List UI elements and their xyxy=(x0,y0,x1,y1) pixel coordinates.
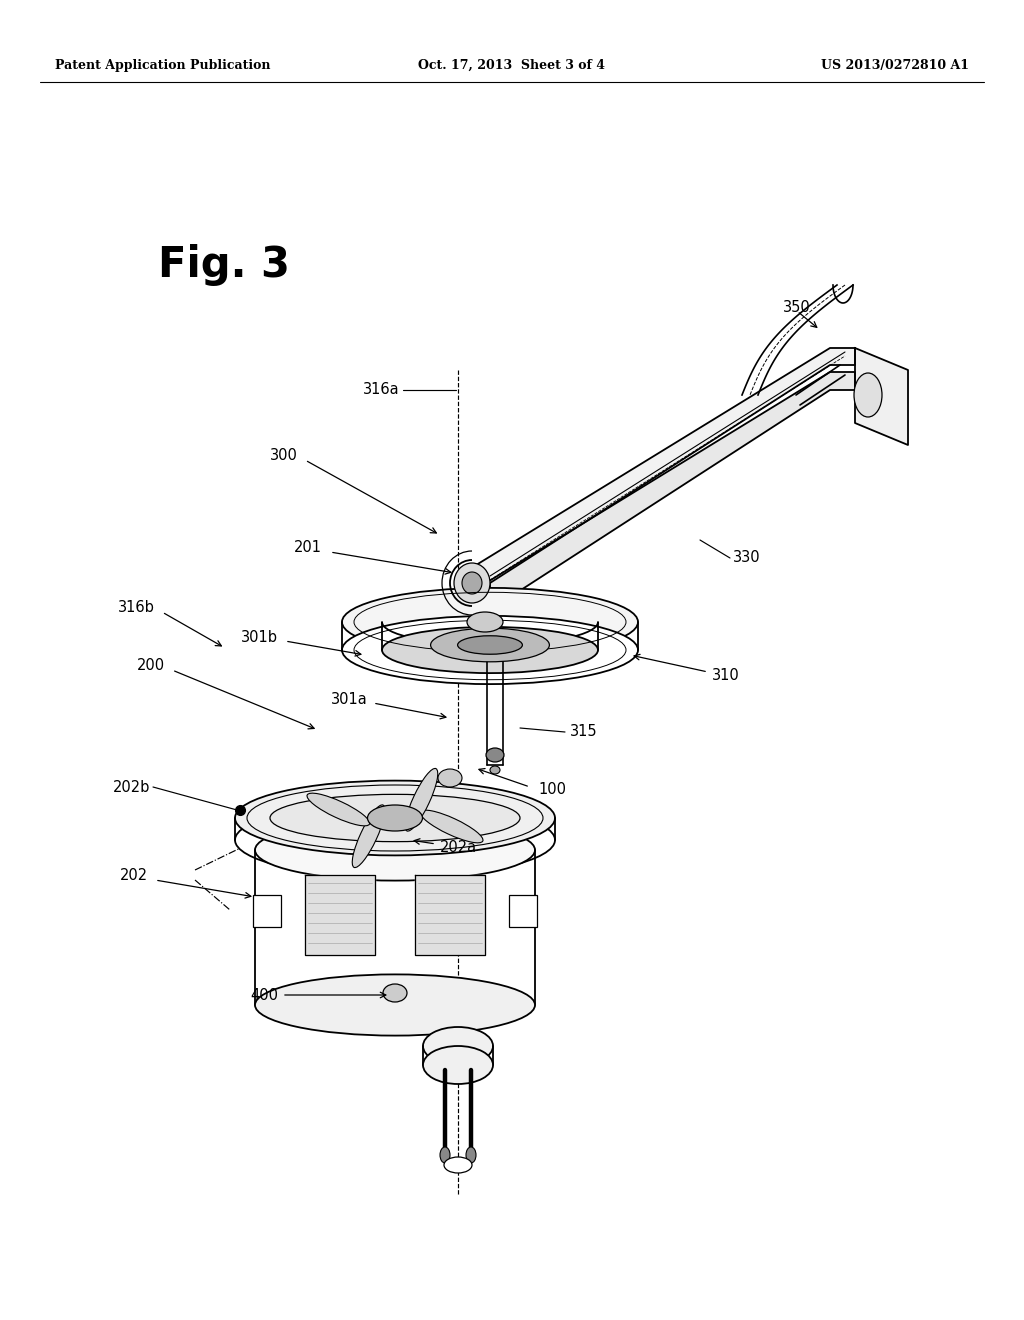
Ellipse shape xyxy=(444,1158,472,1173)
Ellipse shape xyxy=(420,810,483,843)
Text: 310: 310 xyxy=(712,668,739,682)
Polygon shape xyxy=(855,348,908,445)
Ellipse shape xyxy=(423,1027,493,1065)
Text: 201: 201 xyxy=(294,540,322,556)
Ellipse shape xyxy=(440,1147,450,1163)
Text: 350: 350 xyxy=(783,301,811,315)
Ellipse shape xyxy=(234,780,555,855)
Ellipse shape xyxy=(255,820,535,880)
Text: 202a: 202a xyxy=(440,841,477,855)
Text: 202: 202 xyxy=(120,869,148,883)
Ellipse shape xyxy=(406,768,438,832)
Text: 330: 330 xyxy=(733,550,761,565)
Ellipse shape xyxy=(382,627,598,673)
Polygon shape xyxy=(415,875,485,954)
Ellipse shape xyxy=(466,1147,476,1163)
Bar xyxy=(253,895,281,927)
Polygon shape xyxy=(468,348,855,583)
Bar xyxy=(509,895,537,927)
Text: 400: 400 xyxy=(250,987,278,1002)
Text: 100: 100 xyxy=(538,783,566,797)
Polygon shape xyxy=(305,875,375,954)
Polygon shape xyxy=(468,372,855,610)
Ellipse shape xyxy=(462,572,482,594)
Ellipse shape xyxy=(307,793,370,826)
Ellipse shape xyxy=(431,628,550,661)
Ellipse shape xyxy=(423,1045,493,1084)
Text: Fig. 3: Fig. 3 xyxy=(158,244,290,286)
Text: 300: 300 xyxy=(270,447,298,462)
Ellipse shape xyxy=(368,805,423,832)
Text: 202b: 202b xyxy=(113,780,150,795)
Ellipse shape xyxy=(438,770,462,787)
Ellipse shape xyxy=(342,616,638,684)
Ellipse shape xyxy=(255,974,535,1036)
Text: Oct. 17, 2013  Sheet 3 of 4: Oct. 17, 2013 Sheet 3 of 4 xyxy=(419,58,605,71)
Ellipse shape xyxy=(342,587,638,656)
Ellipse shape xyxy=(854,374,882,417)
Text: 301b: 301b xyxy=(241,631,278,645)
Ellipse shape xyxy=(458,636,522,655)
Text: Patent Application Publication: Patent Application Publication xyxy=(55,58,270,71)
Ellipse shape xyxy=(490,766,500,774)
Ellipse shape xyxy=(383,983,407,1002)
Ellipse shape xyxy=(486,748,504,762)
Ellipse shape xyxy=(454,564,490,603)
Text: US 2013/0272810 A1: US 2013/0272810 A1 xyxy=(821,58,969,71)
Polygon shape xyxy=(468,570,490,610)
Text: 315: 315 xyxy=(570,725,598,739)
Text: 200: 200 xyxy=(137,657,165,672)
Text: 316a: 316a xyxy=(364,383,400,397)
Ellipse shape xyxy=(270,795,520,842)
Ellipse shape xyxy=(467,612,503,632)
Text: 316b: 316b xyxy=(118,601,155,615)
Text: 301a: 301a xyxy=(331,693,368,708)
Ellipse shape xyxy=(352,805,385,867)
Ellipse shape xyxy=(234,803,555,878)
